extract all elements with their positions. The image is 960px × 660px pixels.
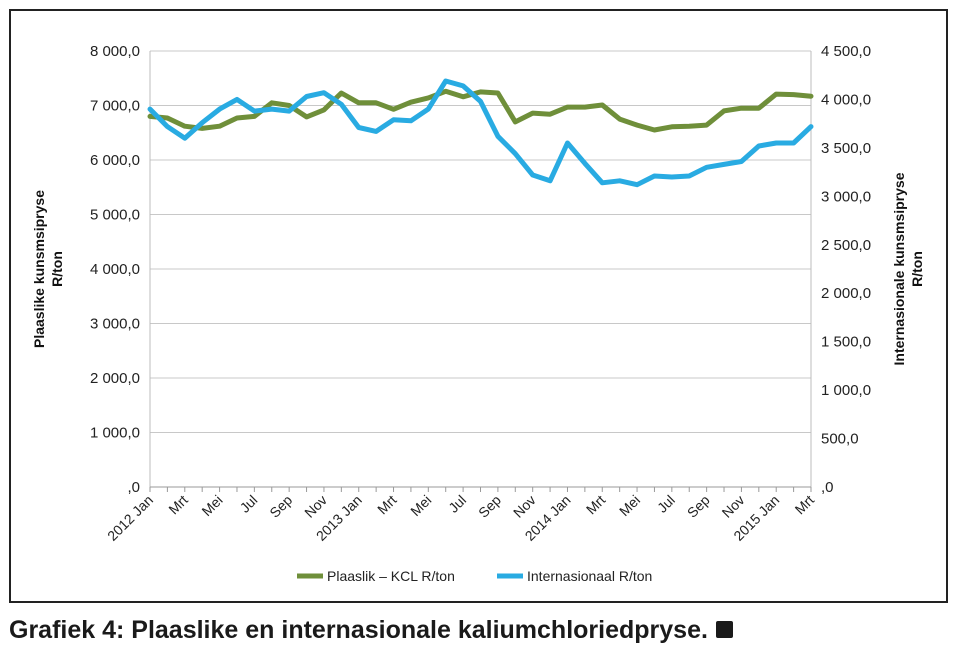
chart-frame: 8 000,0 7 000,0 6 000,0 5 000,0 4 000,0 3 000… <box>9 9 948 603</box>
x-tick-label: Mrt <box>583 492 609 518</box>
y-left-tick-label: 6 000,0 <box>90 152 140 169</box>
y-left-tick-label: 7 000,0 <box>90 98 140 115</box>
y-right-tick-label: 3 000,0 <box>821 188 871 205</box>
x-tick-label: 2012 Jan <box>104 492 156 544</box>
x-tick-label: Mei <box>616 492 643 519</box>
x-tick-label: Mei <box>198 492 225 519</box>
y-right-axis-title-line: R/ton <box>909 251 925 287</box>
x-tick-label: Sep <box>684 492 713 521</box>
y-left-tick-label: 5 000,0 <box>90 207 140 224</box>
y-left-axis-title-line: Plaaslike kunsmsipryse <box>31 190 47 348</box>
x-tick-label: Mrt <box>374 492 400 518</box>
y-right-axis-title: Internasionale kunsmsipryse R/ton <box>891 172 925 365</box>
x-tick-label: Mei <box>407 492 434 519</box>
y-left-tick-label: 2 000,0 <box>90 370 140 387</box>
legend-label-plaaslik: Plaaslik – KCL R/ton <box>327 568 455 584</box>
x-tick-label: Sep <box>475 492 504 521</box>
y-left-tick-label: 4 000,0 <box>90 261 140 278</box>
x-tick-label: Mrt <box>165 492 191 518</box>
x-tick-label: Jul <box>445 492 469 516</box>
x-tick-label: Sep <box>266 492 295 521</box>
y-right-tick-label: 1 500,0 <box>821 334 871 351</box>
x-tick-label: Mrt <box>792 492 818 518</box>
y-left-axis-title: Plaaslike kunsmsipryse R/ton <box>31 190 65 348</box>
series-line-plaaslik <box>147 88 814 133</box>
y-left-tick-label: 3 000,0 <box>90 316 140 333</box>
y-right-tick-label: 4 000,0 <box>821 91 871 108</box>
x-tick-label: Jul <box>654 492 678 516</box>
y-right-tick-label: 500,0 <box>821 431 859 448</box>
x-tick-label: Jul <box>237 492 261 516</box>
y-left-axis-title-line: R/ton <box>49 251 65 287</box>
y-right-tick-label: 3 500,0 <box>821 140 871 157</box>
y-right-tick-label: 2 500,0 <box>821 237 871 254</box>
y-right-tick-label: 2 000,0 <box>821 285 871 302</box>
line-chart: 8 000,0 7 000,0 6 000,0 5 000,0 4 000,0 3 000… <box>31 43 925 584</box>
y-left-tick-label: ,0 <box>127 479 140 496</box>
caption-text: Grafiek 4: Plaaslike en internasionale k… <box>9 616 708 644</box>
y-left-tick-label: 1 000,0 <box>90 425 140 442</box>
figure-caption: Grafiek 4: Plaaslike en internasionale k… <box>9 616 733 645</box>
end-square-icon <box>715 621 733 638</box>
x-tick-label: Nov <box>301 492 330 521</box>
y-right-tick-label: 4 500,0 <box>821 43 871 60</box>
x-tick-label: Nov <box>719 492 748 521</box>
legend-label-internasionaal: Internasionaal R/ton <box>527 568 652 584</box>
series-line-internasionaal <box>147 78 814 188</box>
x-tick-label: Nov <box>510 492 539 521</box>
y-right-tick-label: ,0 <box>821 479 834 496</box>
y-right-axis-title-line: Internasionale kunsmsipryse <box>891 172 907 365</box>
y-right-tick-label: 1 000,0 <box>821 382 871 399</box>
y-left-tick-label: 8 000,0 <box>90 43 140 60</box>
